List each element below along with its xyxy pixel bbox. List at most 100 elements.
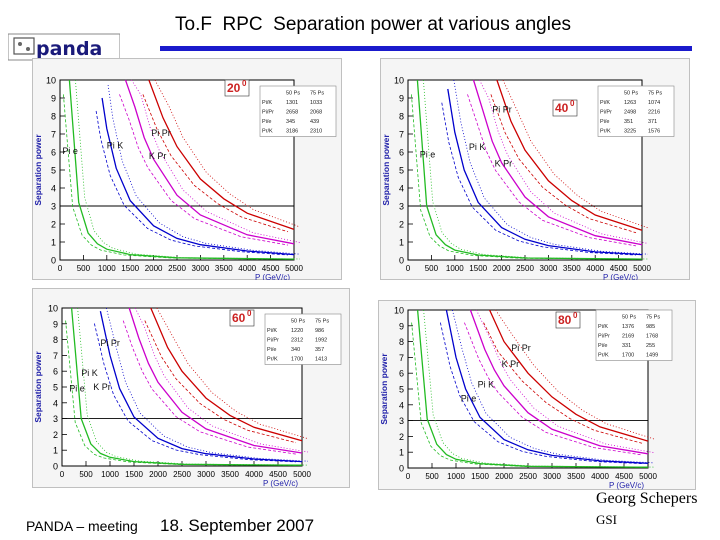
series-line-pi-e-dotted bbox=[423, 79, 649, 260]
curve-label: Pi K bbox=[469, 142, 486, 152]
series-line-pi-pr-dotted bbox=[502, 79, 649, 229]
x-tick-label: 5000 bbox=[285, 264, 303, 273]
series-line-pi-k-dashed bbox=[95, 110, 289, 256]
table-cell: 2310 bbox=[310, 129, 322, 135]
curve-label: K Pr bbox=[495, 158, 513, 168]
table-cell: 75 Ps bbox=[646, 315, 660, 321]
table-cell: 1992 bbox=[315, 338, 327, 344]
x-tick-label: 5000 bbox=[639, 472, 657, 481]
table-cell: 75 Ps bbox=[648, 91, 662, 97]
chart-panel-80deg: 0 1 2 3 4 5 6 7 8 9 10 0 500 1000 1500 2000 2500 3000 3500… bbox=[378, 300, 696, 490]
series-line-pi-e-dashed bbox=[411, 94, 637, 260]
x-tick-label: 4500 bbox=[269, 470, 287, 479]
angle-label-superscript: 0 bbox=[247, 309, 252, 318]
title-rule bbox=[160, 46, 692, 51]
separation-table bbox=[595, 309, 673, 361]
x-tick-label: 3500 bbox=[221, 470, 239, 479]
table-cell: 439 bbox=[310, 119, 319, 125]
x-axis-label: P (GeV/c) bbox=[263, 479, 298, 488]
y-tick-label: 10 bbox=[394, 306, 404, 316]
x-tick-label: 2500 bbox=[173, 470, 191, 479]
x-tick-label: 4000 bbox=[238, 264, 256, 273]
y-tick-label: 0 bbox=[51, 256, 56, 266]
y-tick-label: 7 bbox=[53, 351, 58, 361]
table-cell: 986 bbox=[315, 328, 324, 334]
x-tick-label: 2500 bbox=[516, 264, 534, 273]
table-cell: Pi/K bbox=[262, 100, 272, 106]
angle-label-superscript: 0 bbox=[573, 311, 578, 320]
table-cell: 985 bbox=[646, 324, 655, 330]
x-tick-label: 3000 bbox=[540, 264, 558, 273]
y-tick-label: 4 bbox=[53, 398, 58, 408]
table-cell: Pr/K bbox=[600, 129, 611, 135]
table-cell: 1220 bbox=[291, 328, 303, 334]
footer-meeting: PANDA – meeting bbox=[26, 518, 138, 534]
table-cell: 351 bbox=[624, 119, 633, 125]
x-tick-label: 4000 bbox=[591, 472, 609, 481]
x-tick-label: 2500 bbox=[168, 264, 186, 273]
x-tick-label: 4000 bbox=[586, 264, 604, 273]
table-cell: 1301 bbox=[286, 100, 298, 106]
table-cell: 2498 bbox=[624, 110, 636, 116]
curve-label: Pi Pr bbox=[151, 128, 171, 138]
y-tick-label: 0 bbox=[399, 256, 404, 266]
series-line-pi-k bbox=[99, 311, 303, 463]
angle-label: 20 bbox=[227, 81, 241, 95]
y-tick-label: 4 bbox=[399, 400, 404, 410]
y-tick-label: 5 bbox=[399, 385, 404, 395]
curve-label: Pi K bbox=[81, 368, 98, 378]
table-cell: Pi/Pr bbox=[600, 110, 612, 116]
series-line-k-pr-dashed bbox=[122, 320, 297, 455]
y-tick-label: 4 bbox=[399, 184, 404, 194]
y-tick-label: 8 bbox=[51, 112, 56, 122]
angle-label: 40 bbox=[555, 101, 569, 115]
table-cell: 1499 bbox=[646, 353, 658, 359]
series-line-pi-e-dashed bbox=[63, 94, 289, 260]
table-cell: Pi/e bbox=[262, 119, 271, 125]
series-line-pi-pr-dotted bbox=[495, 309, 655, 440]
curve-label: Pi K bbox=[107, 140, 124, 150]
y-tick-label: 0 bbox=[53, 462, 58, 472]
y-tick-label: 9 bbox=[399, 321, 404, 331]
angle-label-box bbox=[555, 311, 581, 329]
table-cell: 50 Ps bbox=[286, 91, 300, 97]
y-tick-label: 7 bbox=[399, 130, 404, 140]
series-line-pi-k bbox=[101, 97, 295, 256]
series-line-pi-pr-dashed bbox=[483, 322, 643, 444]
series-line-pi-k-dotted bbox=[452, 309, 655, 464]
x-tick-label: 1000 bbox=[446, 264, 464, 273]
x-tick-label: 1000 bbox=[447, 472, 465, 481]
series-line-pi-e bbox=[68, 79, 295, 260]
chart-panel-60deg: 0 1 2 3 4 5 6 7 8 9 10 0 500 1000 1500 2000 2500 3000 3500… bbox=[32, 288, 350, 488]
series-line-pi-k bbox=[445, 309, 649, 464]
y-tick-label: 6 bbox=[399, 369, 404, 379]
y-tick-label: 2 bbox=[51, 220, 56, 230]
y-axis-label: Separation power bbox=[33, 351, 43, 423]
y-tick-label: 4 bbox=[51, 184, 56, 194]
table-cell: 50 Ps bbox=[291, 319, 305, 325]
y-tick-label: 10 bbox=[394, 76, 404, 86]
x-tick-label: 0 bbox=[406, 264, 411, 273]
y-tick-label: 7 bbox=[51, 130, 56, 140]
y-axis-label: Separation power bbox=[33, 134, 43, 206]
y-tick-label: 6 bbox=[51, 148, 56, 158]
table-cell: 331 bbox=[622, 343, 631, 349]
series-line-pi-k-dashed bbox=[441, 102, 637, 256]
y-tick-label: 3 bbox=[399, 416, 404, 426]
table-cell: 1700 bbox=[291, 357, 303, 363]
x-tick-label: 4000 bbox=[245, 470, 263, 479]
table-cell: Pi/Pr bbox=[598, 334, 610, 340]
series-line-pi-e bbox=[416, 79, 643, 260]
footer-author: Georg Schepers bbox=[596, 490, 698, 507]
y-tick-label: 6 bbox=[399, 148, 404, 158]
series-line-k-pr-dashed bbox=[119, 94, 289, 246]
panda-logo: panda bbox=[8, 33, 120, 61]
angle-label-box bbox=[229, 309, 255, 327]
curve-label: Pi K bbox=[478, 379, 495, 389]
curve-label: Pi e bbox=[420, 149, 436, 159]
series-line-k-pr-dotted bbox=[479, 79, 649, 244]
y-tick-label: 2 bbox=[399, 432, 404, 442]
x-tick-label: 500 bbox=[77, 264, 91, 273]
logo-text: panda bbox=[36, 38, 102, 60]
